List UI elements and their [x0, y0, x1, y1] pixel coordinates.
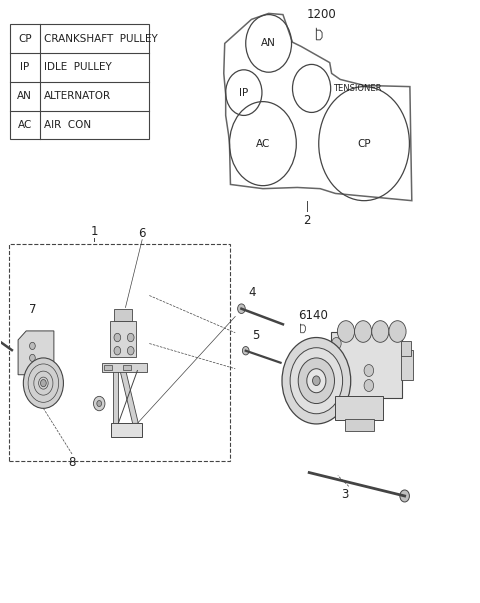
Circle shape	[242, 347, 249, 355]
Text: IP: IP	[20, 63, 29, 72]
Bar	[114, 309, 132, 321]
Circle shape	[127, 347, 134, 355]
Circle shape	[331, 358, 342, 371]
Bar	[102, 364, 147, 372]
Circle shape	[30, 343, 35, 350]
Bar	[336, 396, 383, 420]
Text: AIR  CON: AIR CON	[44, 120, 92, 130]
Text: AN: AN	[261, 39, 276, 48]
Text: 7: 7	[29, 303, 36, 316]
Circle shape	[24, 358, 63, 408]
Circle shape	[355, 321, 372, 343]
Bar	[401, 350, 413, 379]
Polygon shape	[18, 331, 54, 374]
Circle shape	[114, 347, 120, 355]
Bar	[123, 365, 131, 370]
Circle shape	[298, 358, 335, 403]
Text: 6: 6	[138, 227, 146, 239]
Circle shape	[40, 379, 46, 387]
Bar	[110, 321, 136, 358]
Circle shape	[290, 348, 343, 414]
Bar	[331, 332, 402, 397]
Circle shape	[364, 365, 373, 376]
Circle shape	[30, 355, 35, 362]
Circle shape	[127, 333, 134, 342]
Circle shape	[307, 368, 326, 393]
Text: IP: IP	[239, 87, 249, 98]
Bar	[113, 369, 118, 423]
Circle shape	[238, 304, 245, 314]
Polygon shape	[120, 369, 138, 423]
Text: CP: CP	[18, 34, 32, 43]
Bar	[345, 418, 373, 431]
Circle shape	[400, 490, 409, 502]
Bar	[111, 423, 142, 437]
Bar	[9, 244, 230, 461]
Circle shape	[389, 321, 406, 343]
Circle shape	[114, 333, 120, 342]
Text: AC: AC	[18, 120, 32, 130]
Text: CRANKSHAFT  PULLEY: CRANKSHAFT PULLEY	[44, 34, 158, 43]
Circle shape	[282, 338, 351, 424]
Text: AC: AC	[256, 139, 270, 149]
Bar	[401, 341, 411, 356]
Text: 1: 1	[91, 225, 98, 238]
Text: 5: 5	[252, 329, 260, 343]
Bar	[104, 365, 112, 370]
Circle shape	[312, 376, 320, 385]
Text: 2: 2	[303, 215, 311, 227]
Circle shape	[94, 396, 105, 411]
Text: 3: 3	[341, 488, 348, 501]
Circle shape	[337, 321, 355, 343]
Text: AN: AN	[17, 91, 32, 101]
Circle shape	[97, 400, 102, 406]
Circle shape	[372, 321, 389, 343]
Circle shape	[332, 338, 341, 350]
Text: 8: 8	[68, 456, 76, 469]
Bar	[10, 24, 149, 139]
Text: IDLE  PULLEY: IDLE PULLEY	[44, 63, 112, 72]
Text: CP: CP	[357, 139, 371, 149]
Text: 4: 4	[249, 286, 256, 299]
Text: 6140: 6140	[298, 309, 328, 322]
Text: TENSIONER: TENSIONER	[333, 84, 381, 93]
Text: ALTERNATOR: ALTERNATOR	[44, 91, 111, 101]
Text: 1200: 1200	[306, 8, 336, 21]
Circle shape	[364, 379, 373, 391]
